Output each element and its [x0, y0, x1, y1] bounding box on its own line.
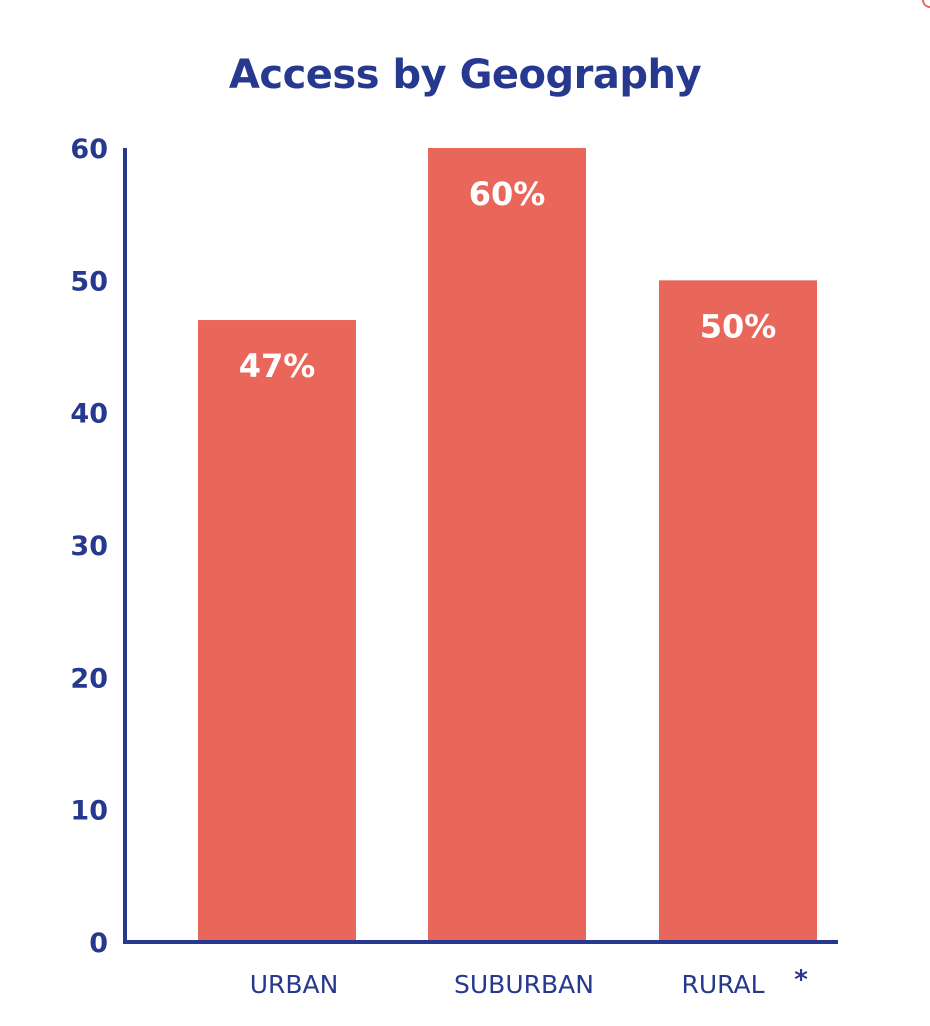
y-tick-label-20: 20 [70, 663, 108, 694]
data-labels: 47% 60% 50% [239, 175, 777, 385]
bars [198, 148, 817, 942]
bar-urban [198, 320, 356, 942]
y-tick-label-0: 0 [89, 928, 108, 959]
data-label-urban: 47% [239, 347, 316, 385]
corner-decoration [922, 0, 930, 8]
data-label-rural: 50% [700, 307, 777, 345]
x-tick-label-rural: RURAL [681, 970, 764, 999]
x-axis-labels: URBAN SUBURBAN RURAL * [250, 965, 809, 999]
y-tick-label-30: 30 [70, 531, 108, 562]
x-tick-label-urban: URBAN [250, 970, 339, 999]
bar-suburban [428, 148, 586, 942]
y-axis-ticks: 0 10 20 30 40 50 60 [70, 134, 108, 959]
data-label-suburban: 60% [469, 175, 546, 213]
bar-rural [659, 280, 817, 942]
chart-title: Access by Geography [228, 52, 702, 98]
y-tick-label-10: 10 [70, 796, 108, 827]
y-tick-label-60: 60 [70, 134, 108, 165]
rural-footnote-asterisk: * [794, 965, 808, 995]
x-tick-label-suburban: SUBURBAN [454, 970, 594, 999]
y-tick-label-40: 40 [70, 399, 108, 430]
y-tick-label-50: 50 [70, 266, 108, 297]
